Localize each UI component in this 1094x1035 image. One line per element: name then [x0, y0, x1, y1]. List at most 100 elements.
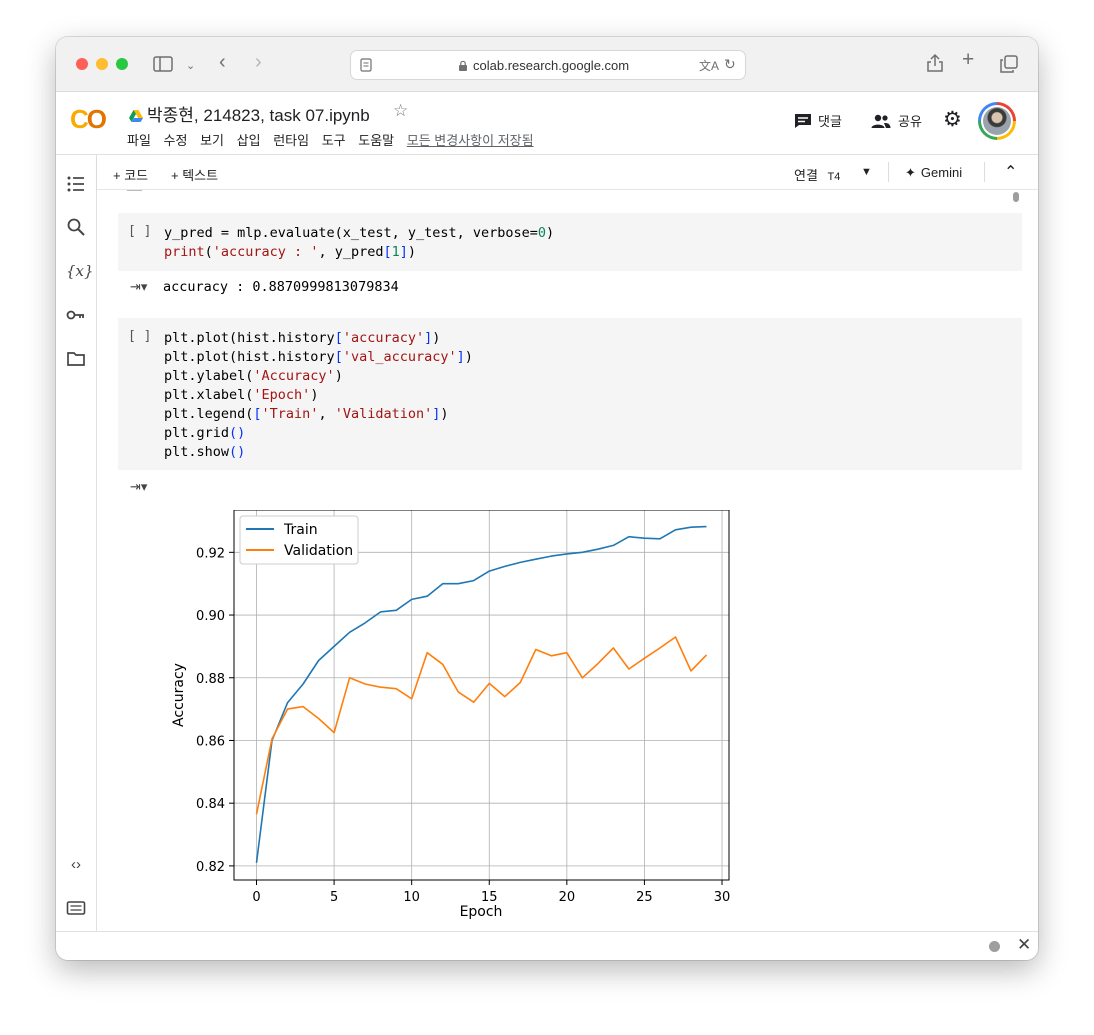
- comment-icon: [795, 114, 811, 128]
- x-tick-label: 15: [481, 890, 498, 905]
- y-axis-label: Accuracy: [171, 663, 187, 727]
- runtime-type-label: T4: [827, 171, 841, 183]
- lock-icon: [459, 60, 467, 71]
- translate-icon[interactable]: 文A: [699, 59, 720, 73]
- legend-label-validation: Validation: [284, 543, 353, 559]
- x-tick-label: 20: [559, 890, 576, 905]
- comments-label: 댓글: [818, 114, 842, 129]
- y-tick-label: 0.82: [196, 860, 225, 875]
- notebook-title-row: 박종현, 214823, task 07.ipynb: [129, 101, 370, 126]
- chevron-down-icon[interactable]: ⌄: [186, 60, 196, 72]
- add-code-button[interactable]: + 코드: [113, 168, 149, 183]
- google-drive-icon: [129, 110, 143, 122]
- notebook-title[interactable]: 박종현, 214823, task 07.ipynb: [147, 106, 370, 125]
- sidebar-toggle-icon[interactable]: [153, 56, 173, 72]
- x-axis-label: Epoch: [460, 904, 503, 920]
- share-button[interactable]: 공유: [871, 111, 922, 130]
- reader-icon[interactable]: [360, 58, 372, 72]
- status-bar: ✕: [56, 931, 1038, 960]
- run-cell-button[interactable]: [ ]: [128, 224, 152, 239]
- people-icon: [871, 114, 891, 128]
- run-cell-button[interactable]: [ ]: [128, 329, 152, 344]
- minimize-window-button[interactable]: [96, 58, 108, 70]
- x-tick-label: 10: [403, 890, 420, 905]
- status-indicator-icon[interactable]: [989, 941, 1000, 952]
- avatar[interactable]: [978, 102, 1016, 140]
- previous-cell-edge: [127, 190, 142, 191]
- y-tick-label: 0.86: [196, 734, 225, 749]
- files-folder-icon[interactable]: [66, 349, 86, 369]
- back-icon[interactable]: ‹: [219, 51, 226, 73]
- y-tick-label: 0.92: [196, 546, 225, 561]
- zoom-window-button[interactable]: [116, 58, 128, 70]
- code-cell[interactable]: [ ] plt.plot(hist.history['accuracy']) p…: [118, 318, 1022, 470]
- table-of-contents-icon[interactable]: [66, 174, 86, 194]
- output-toggle-icon[interactable]: ⇥▾: [130, 279, 148, 294]
- forward-icon[interactable]: ›: [255, 51, 262, 73]
- x-tick-label: 5: [330, 890, 338, 905]
- legend-label-train: Train: [283, 522, 318, 538]
- toolbar-divider: [888, 162, 889, 182]
- gemini-label: Gemini: [920, 165, 963, 180]
- menu-insert[interactable]: 삽입: [236, 133, 261, 148]
- grid-lines: [234, 510, 729, 880]
- y-tick-label: 0.88: [196, 672, 225, 687]
- address-bar[interactable]: colab.research.google.com 文A ↻: [350, 50, 746, 80]
- colab-header: CO 박종현, 214823, task 07.ipynb ☆ 파일 수정 보기…: [56, 92, 1038, 155]
- x-tick-label: 30: [714, 890, 731, 905]
- secrets-key-icon[interactable]: [66, 305, 86, 325]
- share-label: 공유: [898, 114, 922, 129]
- search-icon[interactable]: [66, 217, 86, 237]
- notebook-area: [ ] y_pred = mlp.evaluate(x_test, y_test…: [97, 190, 1038, 930]
- code-cell[interactable]: [ ] y_pred = mlp.evaluate(x_test, y_test…: [118, 213, 1022, 271]
- menu-runtime[interactable]: 런타임: [273, 133, 310, 148]
- url-text[interactable]: colab.research.google.com: [473, 58, 630, 73]
- add-text-button[interactable]: + 텍스트: [171, 168, 219, 183]
- close-window-button[interactable]: [76, 58, 88, 70]
- toolbar-divider: [984, 162, 985, 182]
- connect-button[interactable]: 연결 T4: [794, 165, 840, 184]
- collapse-chevron-up-icon[interactable]: ⌃: [1004, 164, 1018, 181]
- y-tick-label: 0.90: [196, 609, 225, 624]
- share-icon[interactable]: [926, 53, 944, 73]
- cell-code[interactable]: plt.plot(hist.history['accuracy']) plt.p…: [164, 330, 473, 460]
- menu-tools[interactable]: 도구: [321, 133, 346, 148]
- series-line-train: [255, 525, 707, 863]
- left-sidebar: {x} ‹›: [56, 155, 97, 931]
- legend: Train Validation: [239, 515, 359, 565]
- connect-label: 연결: [794, 168, 818, 183]
- cell-code[interactable]: y_pred = mlp.evaluate(x_test, y_test, ve…: [164, 225, 555, 260]
- menu-view[interactable]: 보기: [200, 133, 225, 148]
- menu-help[interactable]: 도움말: [358, 133, 395, 148]
- comments-button[interactable]: 댓글: [794, 111, 842, 130]
- x-tick-label: 0: [252, 890, 260, 905]
- new-tab-icon[interactable]: +: [962, 48, 975, 71]
- series-lines: [255, 525, 708, 863]
- saved-status[interactable]: 모든 변경사항이 저장됨: [406, 133, 534, 148]
- gemini-sparkle-icon: ✦: [905, 165, 916, 180]
- star-icon[interactable]: ☆: [393, 101, 409, 120]
- tabs-overview-icon[interactable]: [1000, 55, 1018, 73]
- plot-frame: [233, 510, 730, 881]
- axis-ticks: 0 5 10 15 20 25 30 0.82 0.84 0.86 0.88 0.90 0.92: [196, 546, 730, 905]
- close-icon[interactable]: ✕: [1017, 935, 1032, 954]
- output-toggle-icon[interactable]: ⇥▾: [130, 479, 148, 494]
- settings-gear-icon[interactable]: ⚙: [943, 108, 962, 131]
- colab-logo[interactable]: CO: [70, 104, 107, 134]
- command-palette-icon[interactable]: [66, 898, 86, 918]
- x-tick-label: 25: [636, 890, 653, 905]
- gemini-button[interactable]: ✦ Gemini: [905, 165, 962, 181]
- scroll-indicator[interactable]: [1013, 192, 1019, 202]
- y-tick-label: 0.84: [196, 797, 225, 812]
- menu-file[interactable]: 파일: [127, 133, 151, 148]
- cell-output-text: accuracy : 0.8870999813079834: [163, 279, 399, 295]
- menu-edit[interactable]: 수정: [163, 133, 188, 148]
- variables-icon[interactable]: {x}: [66, 262, 94, 280]
- reload-icon[interactable]: ↻: [724, 56, 736, 72]
- browser-window: ⌄ ‹ › colab.research.google.com 文A ↻ +: [56, 37, 1038, 960]
- accuracy-chart: 0 5 10 15 20 25 30 0.82 0.84 0.86 0.88 0.90 0.92 Epo…: [171, 510, 730, 920]
- runtime-dropdown-arrow-icon[interactable]: ▼: [861, 166, 872, 178]
- notebook-toolbar: + 코드 + 텍스트 연결 T4 ▼ ✦ Gemini ⌃: [97, 155, 1038, 190]
- browser-titlebar: ⌄ ‹ › colab.research.google.com 文A ↻ +: [56, 37, 1038, 92]
- code-snippets-icon[interactable]: ‹›: [71, 856, 81, 873]
